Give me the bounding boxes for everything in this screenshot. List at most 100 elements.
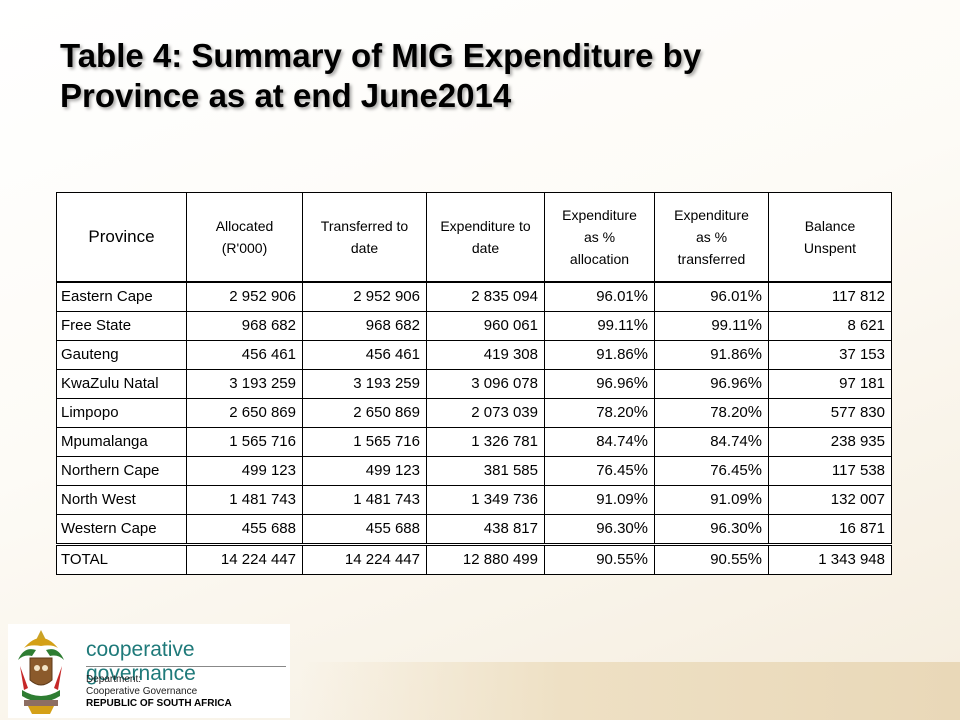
value-cell: 132 007 — [768, 485, 892, 515]
percent-cell: 76.45% — [544, 456, 655, 486]
divider — [86, 666, 286, 667]
value-cell: 117 812 — [768, 281, 892, 312]
value-cell: 1 343 948 — [768, 543, 892, 575]
percent-unit: % — [747, 288, 762, 305]
column-header: Balance Unspent — [768, 192, 892, 283]
footer: cooperative governance Department: Coope… — [0, 622, 960, 720]
percent-cell: 91.09% — [654, 485, 769, 515]
page-title: Table 4: Summary of MIG Expenditure by P… — [60, 36, 920, 116]
percent-unit: % — [633, 520, 648, 537]
table-row: Northern Cape 499 123 499 123 381 585 76.45%… — [56, 456, 892, 486]
percent-unit: % — [633, 551, 648, 568]
value-cell: 2 952 906 — [302, 281, 427, 312]
percent-value: 96.96 — [710, 375, 748, 392]
dept-line-3: REPUBLIC OF SOUTH AFRICA — [86, 698, 232, 709]
expenditure-table: Province Allocated (R'000) Transferred to da… — [56, 192, 892, 575]
value-cell: 2 073 039 — [426, 398, 545, 428]
value-cell: 455 688 — [186, 514, 303, 545]
percent-unit: % — [633, 288, 648, 305]
percent-unit: % — [747, 404, 762, 421]
percent-cell: 99.11% — [654, 311, 769, 341]
percent-value: 78.20 — [710, 404, 748, 421]
column-header: Expenditure as % allocation — [544, 192, 655, 283]
percent-cell: 84.74% — [654, 427, 769, 457]
value-cell: 456 461 — [302, 340, 427, 370]
column-header: Expenditure as % transferred — [654, 192, 769, 283]
value-cell: 117 538 — [768, 456, 892, 486]
value-cell: 1 326 781 — [426, 427, 545, 457]
value-cell: 16 871 — [768, 514, 892, 545]
coat-of-arms-icon — [18, 630, 64, 714]
title-line-2: Province as at end June2014 — [60, 77, 512, 114]
province-cell: Eastern Cape — [56, 281, 187, 312]
percent-value: 96.01 — [596, 288, 634, 305]
expenditure-table-container: Province Allocated (R'000) Transferred to da… — [56, 192, 892, 575]
percent-value: 90.55 — [596, 551, 634, 568]
province-cell: Mpumalanga — [56, 427, 187, 457]
total-row: TOTAL 14 224 447 14 224 447 12 880 499 90.55… — [56, 543, 892, 575]
province-cell: Northern Cape — [56, 456, 187, 486]
column-header-text: Balance — [804, 218, 856, 234]
value-cell: 14 224 447 — [186, 543, 303, 575]
province-cell: North West — [56, 485, 187, 515]
table-row: Mpumalanga 1 565 716 1 565 716 1 326 781 84.… — [56, 427, 892, 457]
table-row: Gauteng 456 461 456 461 419 308 91.86% 91.86%… — [56, 340, 892, 370]
value-cell: 2 952 906 — [186, 281, 303, 312]
percent-cell: 96.30% — [544, 514, 655, 545]
percent-cell: 78.20% — [654, 398, 769, 428]
table-row: Free State 968 682 968 682 960 061 99.11% 99.… — [56, 311, 892, 341]
value-cell: 3 096 078 — [426, 369, 545, 399]
value-cell: 2 835 094 — [426, 281, 545, 312]
value-cell: 499 123 — [186, 456, 303, 486]
province-cell: TOTAL — [56, 543, 187, 575]
percent-cell: 91.86% — [654, 340, 769, 370]
percent-value: 78.20 — [596, 404, 634, 421]
value-cell: 1 565 716 — [186, 427, 303, 457]
percent-cell: 96.01% — [654, 281, 769, 312]
value-cell: 2 650 869 — [186, 398, 303, 428]
column-header-text: date — [350, 240, 379, 256]
department-name: Department: Cooperative Governance REPUB… — [86, 674, 232, 710]
percent-cell: 96.96% — [544, 369, 655, 399]
column-header-text: Allocated — [215, 218, 274, 234]
percent-value: 91.86 — [596, 346, 634, 363]
table-row: Limpopo 2 650 869 2 650 869 2 073 039 78.20%… — [56, 398, 892, 428]
percent-value: 96.30 — [596, 520, 634, 537]
column-header-text: Transferred to — [320, 218, 409, 234]
value-cell: 419 308 — [426, 340, 545, 370]
column-header-text: as % — [695, 229, 728, 245]
percent-unit: % — [633, 346, 648, 363]
title-line-1: Table 4: Summary of MIG Expenditure by — [60, 37, 702, 74]
value-cell: 12 880 499 — [426, 543, 545, 575]
percent-unit: % — [747, 317, 762, 334]
value-cell: 499 123 — [302, 456, 427, 486]
percent-value: 99.11 — [711, 317, 748, 334]
column-header-text: date — [471, 240, 500, 256]
value-cell: 1 565 716 — [302, 427, 427, 457]
percent-cell: 96.96% — [654, 369, 769, 399]
percent-unit: % — [633, 404, 648, 421]
percent-unit: % — [633, 462, 648, 479]
table-row: North West 1 481 743 1 481 743 1 349 736 91.… — [56, 485, 892, 515]
table-header-row: Province Allocated (R'000) Transferred to da… — [56, 192, 892, 283]
percent-value: 91.86 — [710, 346, 748, 363]
province-cell: Free State — [56, 311, 187, 341]
column-header-text: (R'000) — [221, 240, 268, 256]
percent-cell: 96.01% — [544, 281, 655, 312]
value-cell: 3 193 259 — [302, 369, 427, 399]
column-header: Allocated (R'000) — [186, 192, 303, 283]
percent-cell: 90.55% — [544, 543, 655, 575]
percent-cell: 78.20% — [544, 398, 655, 428]
value-cell: 1 349 736 — [426, 485, 545, 515]
column-header-text: as % — [583, 229, 616, 245]
province-cell: Gauteng — [56, 340, 187, 370]
column-header: Expenditure to date — [426, 192, 545, 283]
percent-unit: % — [747, 375, 762, 392]
percent-unit: % — [747, 491, 762, 508]
value-cell: 3 193 259 — [186, 369, 303, 399]
dept-line-1: Department: — [86, 674, 142, 685]
value-cell: 968 682 — [186, 311, 303, 341]
percent-value: 99.11 — [597, 317, 634, 334]
percent-cell: 90.55% — [654, 543, 769, 575]
percent-value: 90.55 — [710, 551, 748, 568]
